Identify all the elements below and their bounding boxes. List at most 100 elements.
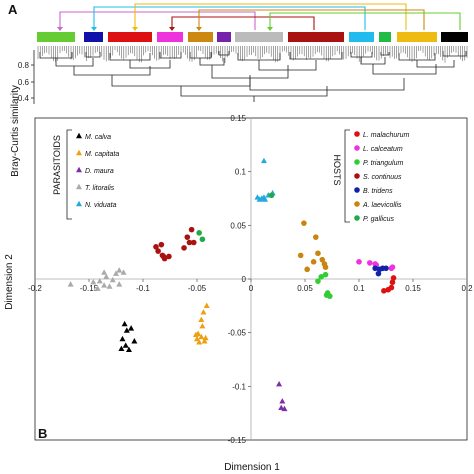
cluster-connector-line: [134, 3, 407, 30]
data-point: [319, 256, 326, 263]
parasitoid-legend-entry: T. litoralis: [85, 185, 115, 192]
cluster-color-block: [288, 32, 344, 42]
dendrogram-merge: [109, 53, 151, 61]
cluster-connector-line: [171, 16, 315, 30]
data-point: [318, 274, 325, 280]
data-point: [67, 281, 74, 287]
data-point: [116, 267, 123, 273]
data-point: [310, 259, 317, 265]
data-point: [279, 398, 286, 404]
cluster-color-block: [441, 32, 468, 42]
series-d-maura: [276, 380, 288, 412]
data-point: [327, 293, 333, 299]
data-point: [109, 276, 116, 283]
data-point: [158, 241, 165, 248]
dendrogram-merge: [442, 51, 467, 57]
data-point: [120, 269, 127, 275]
dendrogram-y-tick-label: 0.6: [18, 78, 30, 87]
parasitoid-legend-entry: M. capitata: [85, 151, 119, 158]
connector-arrowhead: [196, 27, 202, 31]
data-point: [198, 333, 205, 340]
data-point: [321, 261, 328, 267]
data-point: [103, 273, 110, 280]
cluster-connector-line: [59, 11, 256, 30]
dendrogram-merge: [199, 58, 225, 66]
data-point: [118, 345, 125, 351]
parasitoid-legend-entry: N. viduata: [85, 202, 117, 209]
data-point: [278, 404, 285, 410]
dendrogram-merge: [218, 51, 230, 56]
y-tick-label: 0.1: [235, 168, 247, 177]
data-point: [304, 266, 310, 273]
data-point: [356, 259, 362, 265]
data-point: [122, 342, 129, 348]
panel-label-a: A: [8, 2, 18, 17]
data-point: [385, 286, 391, 293]
host-legend-entry: L. calceatum: [363, 146, 403, 153]
connector-arrowhead: [169, 27, 175, 31]
host-legend-entry: A. laevicollis: [362, 202, 402, 209]
series-m-capitata: [192, 302, 210, 345]
data-point: [198, 316, 205, 322]
data-point: [166, 253, 172, 260]
y-tick-label: 0.15: [230, 114, 246, 123]
connector-arrowhead: [267, 27, 273, 31]
data-point: [131, 338, 138, 344]
y-axis-label: Dimension 2: [4, 254, 15, 310]
x-tick-label: 0.15: [405, 284, 421, 293]
data-point: [181, 245, 187, 251]
legend-marker: [354, 187, 360, 193]
scatter-panel: -0.2 -0.15 -0.1 -0.05 0 0.05 0.1 0.15 0.2 0.15 0.1…: [28, 114, 473, 445]
cluster-color-block: [379, 32, 391, 42]
cluster-color-block: [84, 32, 103, 42]
data-point: [101, 269, 108, 275]
dendrogram-merge: [380, 52, 390, 56]
x-axis-label: Dimension 1: [224, 462, 280, 473]
data-point: [161, 255, 168, 262]
host-legend-entry: P. triangulum: [363, 160, 404, 167]
data-point: [188, 226, 195, 233]
dendrogram-leaves: [37, 46, 468, 63]
cluster-connector-line: [93, 6, 366, 30]
dendrogram-merge: [416, 60, 455, 68]
data-point: [184, 234, 191, 240]
data-point: [313, 234, 319, 240]
data-point: [367, 260, 373, 266]
legend-marker: [354, 131, 360, 137]
cluster-color-block: [157, 32, 183, 42]
cluster-color-block: [37, 32, 75, 42]
y-tick-label: -0.15: [228, 436, 247, 445]
data-point: [186, 239, 193, 246]
data-point: [262, 196, 269, 202]
data-point: [196, 339, 203, 345]
cluster-color-block: [217, 32, 231, 42]
data-point: [113, 270, 119, 276]
x-tick-label: -0.05: [188, 284, 207, 293]
cluster-connector-line: [198, 9, 425, 30]
data-point: [116, 281, 123, 287]
legend-marker: [76, 149, 82, 156]
data-point: [200, 309, 207, 315]
data-point: [383, 265, 389, 272]
dendrogram-merge: [189, 52, 212, 59]
cluster-color-block: [108, 32, 152, 42]
host-legend-title: HOSTS: [332, 154, 342, 185]
legend-marker: [76, 183, 82, 190]
y-tick-label: -0.1: [232, 382, 246, 391]
data-point: [390, 275, 397, 281]
data-point: [203, 302, 210, 309]
dendrogram-y-tick-label: 0.8: [18, 61, 30, 70]
data-point: [199, 323, 206, 329]
dendrogram-merge: [85, 52, 101, 58]
parasitoid-legend-title: PARASITOIDS: [52, 135, 62, 195]
data-point: [315, 278, 321, 284]
connector-arrowhead: [57, 27, 63, 31]
x-tick-label: 0: [249, 284, 254, 293]
data-point: [322, 271, 329, 278]
data-point: [96, 277, 103, 284]
data-point: [202, 334, 209, 341]
legend-marker: [354, 145, 360, 151]
host-legend-entry: B. tridens: [363, 188, 393, 195]
data-point: [125, 346, 132, 353]
